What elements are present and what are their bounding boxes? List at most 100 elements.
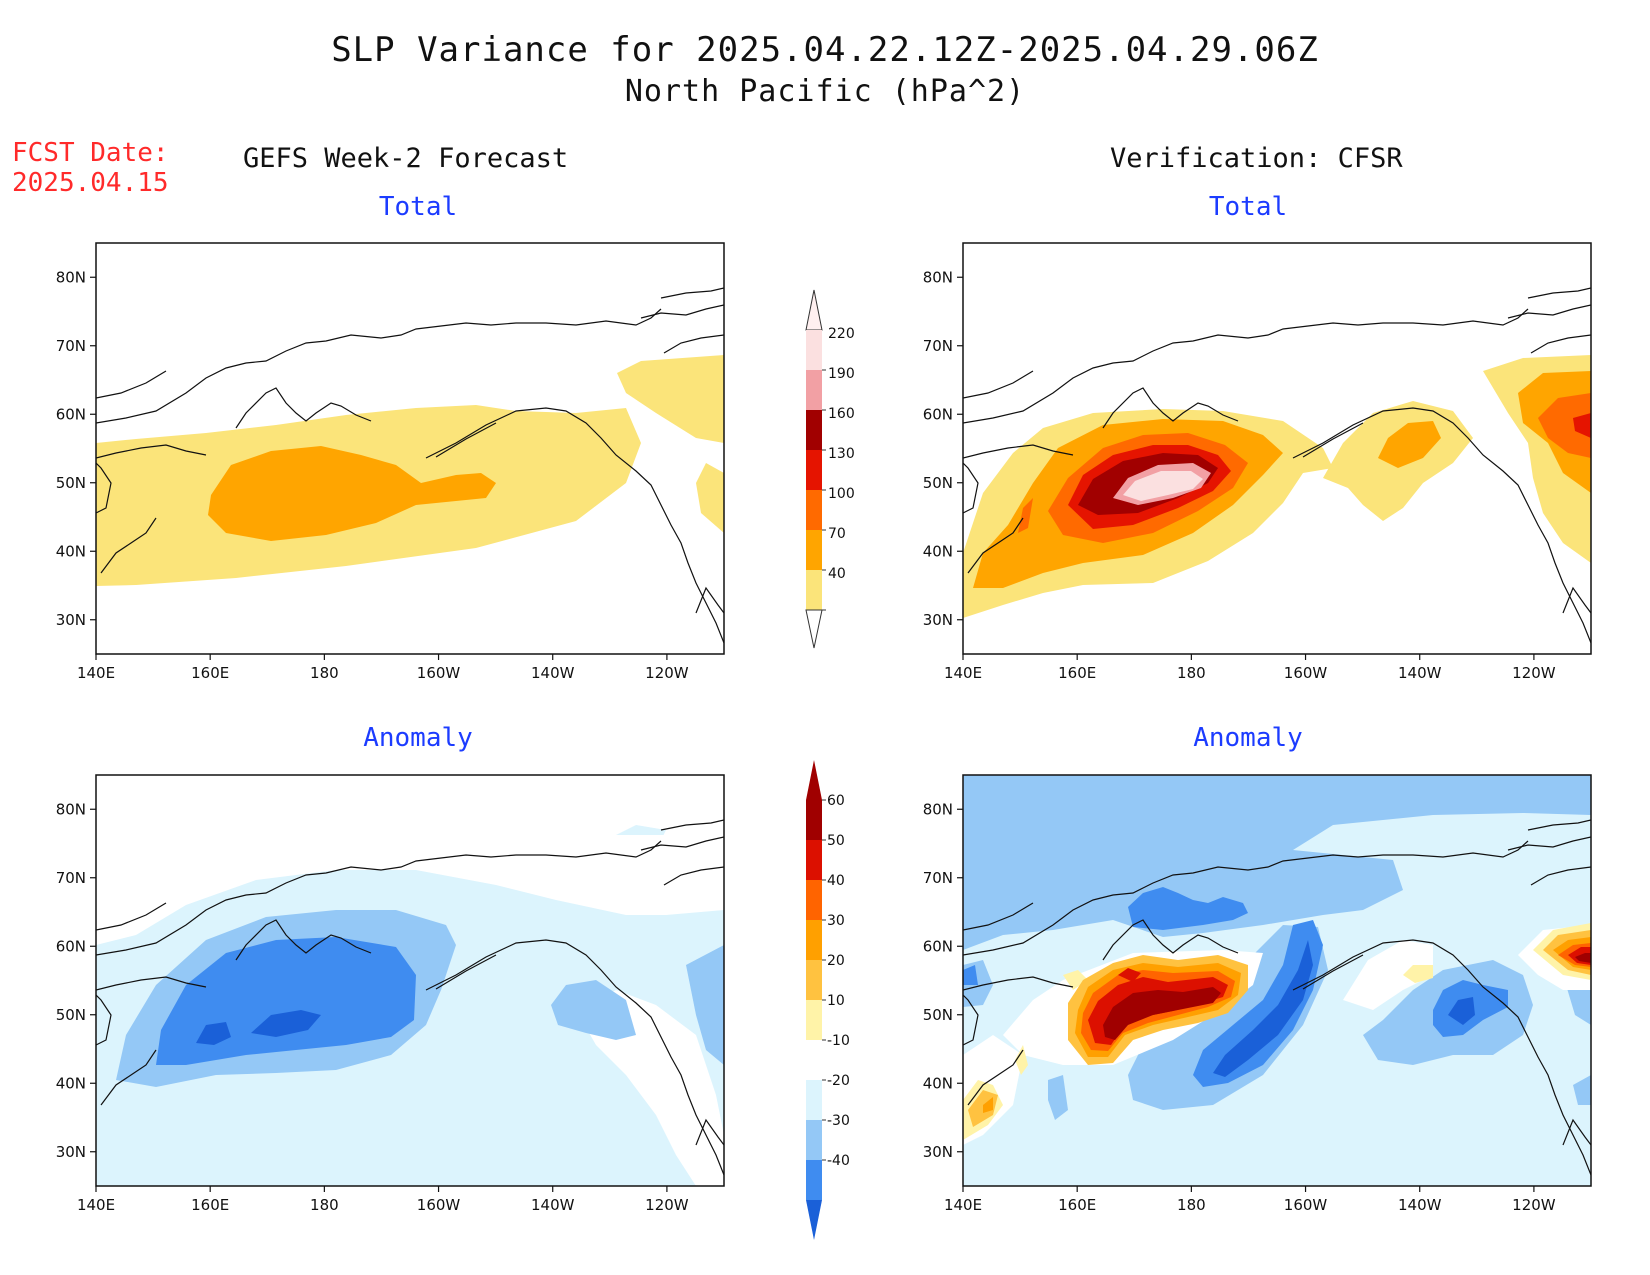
x-tick-label: 180 <box>1177 1196 1206 1214</box>
y-tick-label: 70N <box>56 869 86 887</box>
map-frame <box>95 242 725 655</box>
colorbar-swatch <box>806 490 822 530</box>
variance-fill-70 <box>208 446 496 541</box>
anomaly-fill-minus40 <box>196 1010 321 1045</box>
anomaly-fill-above-60 <box>1103 953 1591 1040</box>
colorbar-total: 220 190 160 130 100 70 40 <box>805 289 855 649</box>
left-column-title: GEFS Week-2 Forecast <box>243 143 569 174</box>
colorbar-bottom-triangle <box>805 609 823 649</box>
colorbar-swatch <box>806 1000 822 1040</box>
x-tick-label: 140E <box>77 664 115 682</box>
x-tick-label: 160W <box>1284 664 1328 682</box>
coastline-segment <box>96 308 662 424</box>
y-tick-label: 40N <box>923 542 953 560</box>
colorbar-label: 220 <box>828 326 855 342</box>
colorbar-label: -10 <box>827 1033 850 1049</box>
map-forecast-total: 80N 70N 60N 50N 40N 30N 140E 160E 180 160W 140W 12… <box>56 242 725 682</box>
y-tick-label: 30N <box>56 1143 86 1161</box>
coastline-segment <box>663 334 724 354</box>
coastline <box>96 819 724 1176</box>
coastline-segment <box>1527 819 1591 831</box>
colorbar-label: 20 <box>827 953 845 969</box>
coastline-segment <box>1562 586 1591 614</box>
x-tick-label: 120W <box>645 1196 689 1214</box>
y-tick-label: 50N <box>923 1006 953 1024</box>
x-tick-label: 180 <box>310 664 339 682</box>
coastline-segment <box>100 1049 157 1106</box>
coastline-segment <box>1562 1118 1591 1146</box>
colorbar-label: 160 <box>828 406 855 422</box>
coastline-segment <box>963 840 1529 956</box>
y-axis: 80N 70N 60N 50N 40N 30N <box>56 268 96 629</box>
colorbar-label: 60 <box>827 793 845 809</box>
map-verification-anomaly: 80N 70N 60N 50N 40N 30N 140E 160E 180 160W 140W 12… <box>923 774 1592 1214</box>
x-tick-label: 120W <box>1512 664 1556 682</box>
y-tick-label: 60N <box>56 405 86 423</box>
colorbar-swatch <box>806 960 822 1000</box>
y-axis: 80N 70N 60N 50N 40N 30N <box>923 268 963 629</box>
x-axis: 140E 160E 180 160W 140W 120W <box>77 1186 689 1214</box>
coastline-segment <box>967 517 1024 574</box>
colorbar-swatch <box>806 920 822 960</box>
coastline-segment <box>96 976 207 991</box>
coastline-segment <box>435 954 497 990</box>
coastline-segment <box>695 1118 724 1146</box>
x-tick-label: 140E <box>944 1196 982 1214</box>
colorbar-label: 10 <box>827 993 845 1009</box>
y-tick-label: 80N <box>56 268 86 286</box>
coastline-segment <box>1507 836 1591 851</box>
coastline-segment <box>663 866 724 886</box>
coastline-segment <box>96 462 112 514</box>
coastline-segment <box>963 308 1529 424</box>
x-tick-label: 140E <box>944 664 982 682</box>
colorbar-swatch <box>806 370 822 410</box>
colorbar-swatch <box>806 330 822 370</box>
coastline-segment <box>1292 407 1591 644</box>
y-tick-label: 60N <box>923 405 953 423</box>
y-tick-label: 40N <box>56 1074 86 1092</box>
y-tick-label: 50N <box>56 1006 86 1024</box>
coastline <box>963 287 1591 644</box>
coastline <box>96 287 724 644</box>
x-tick-label: 140W <box>531 1196 575 1214</box>
y-tick-label: 80N <box>923 800 953 818</box>
coastline-segment <box>1102 919 1239 961</box>
x-axis: 140E 160E 180 160W 140W 120W <box>944 654 1556 682</box>
coastline-segment <box>967 1049 1024 1106</box>
coastline-segment <box>1530 334 1591 354</box>
x-tick-label: 160W <box>417 664 461 682</box>
coastline-segment <box>640 836 724 851</box>
map-verification-total: 80N 70N 60N 50N 40N 30N 140E 160E 180 160W 140W 12… <box>923 242 1592 682</box>
colorbar-label: 50 <box>827 833 845 849</box>
colorbar-bottom-triangle <box>806 1200 822 1240</box>
coastline-segment <box>96 370 167 399</box>
colorbar-swatch <box>806 450 822 490</box>
y-tick-label: 60N <box>923 937 953 955</box>
coastline-segment <box>235 387 372 429</box>
coastline-segment <box>660 819 724 831</box>
y-tick-label: 70N <box>923 337 953 355</box>
y-axis: 80N 70N 60N 50N 40N 30N <box>56 800 96 1161</box>
map-frame <box>95 774 725 1187</box>
colorbar-swatch <box>806 1080 822 1120</box>
colorbar-swatch <box>806 1040 822 1080</box>
coastline-segment <box>1530 866 1591 886</box>
panel-title-verification-total: Total <box>1208 192 1288 222</box>
panel-title-forecast-total: Total <box>378 192 458 222</box>
colorbar-anomaly: 60 50 40 30 20 10 -10 -20 -30 -40 <box>806 760 850 1240</box>
coastline-segment <box>425 939 724 1176</box>
anomaly-fill-minus20 <box>963 775 1591 1120</box>
colorbar-label: -20 <box>827 1073 850 1089</box>
anomaly-fill-minus40 <box>1213 940 1475 1077</box>
colorbar-swatch <box>806 410 822 450</box>
coastline-segment <box>963 444 1074 459</box>
map-frame <box>962 774 1592 1187</box>
coastline-segment <box>640 304 724 319</box>
coastline-segment <box>660 287 724 299</box>
colorbar-swatch <box>806 880 822 920</box>
colorbar-label: 40 <box>827 873 845 889</box>
colorbar-top-triangle <box>805 289 823 331</box>
coastline-segment <box>1507 304 1591 319</box>
x-axis: 140E 160E 180 160W 140W 120W <box>77 654 689 682</box>
forecast-date-label: FCST Date: <box>12 138 169 168</box>
